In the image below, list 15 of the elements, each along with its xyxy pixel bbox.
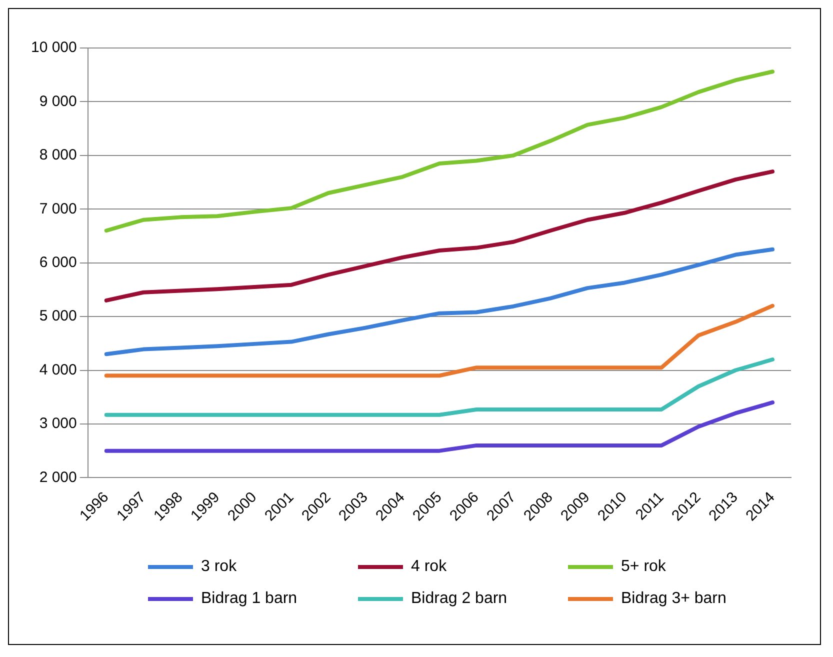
legend-label: Bidrag 2 barn xyxy=(411,590,508,608)
y-tick-label: 8 000 xyxy=(39,146,77,164)
y-tick-label: 2 000 xyxy=(39,468,77,486)
y-tick-label: 9 000 xyxy=(39,92,77,110)
legend-label: Bidrag 3+ barn xyxy=(621,590,726,608)
legend-label: 3 rok xyxy=(201,558,237,576)
y-tick-label: 5 000 xyxy=(39,308,77,325)
y-tick-label: 3 000 xyxy=(39,415,77,432)
y-tick-label: 6 000 xyxy=(39,254,77,271)
y-tick-label: 4 000 xyxy=(39,361,77,378)
y-tick-label: 10 000 xyxy=(30,39,77,56)
legend-label: Bidrag 1 barn xyxy=(201,590,298,608)
legend-label: 4 rok xyxy=(411,558,447,576)
legend-label: 5+ rok xyxy=(621,558,666,576)
y-tick-label: 7 000 xyxy=(39,200,77,218)
